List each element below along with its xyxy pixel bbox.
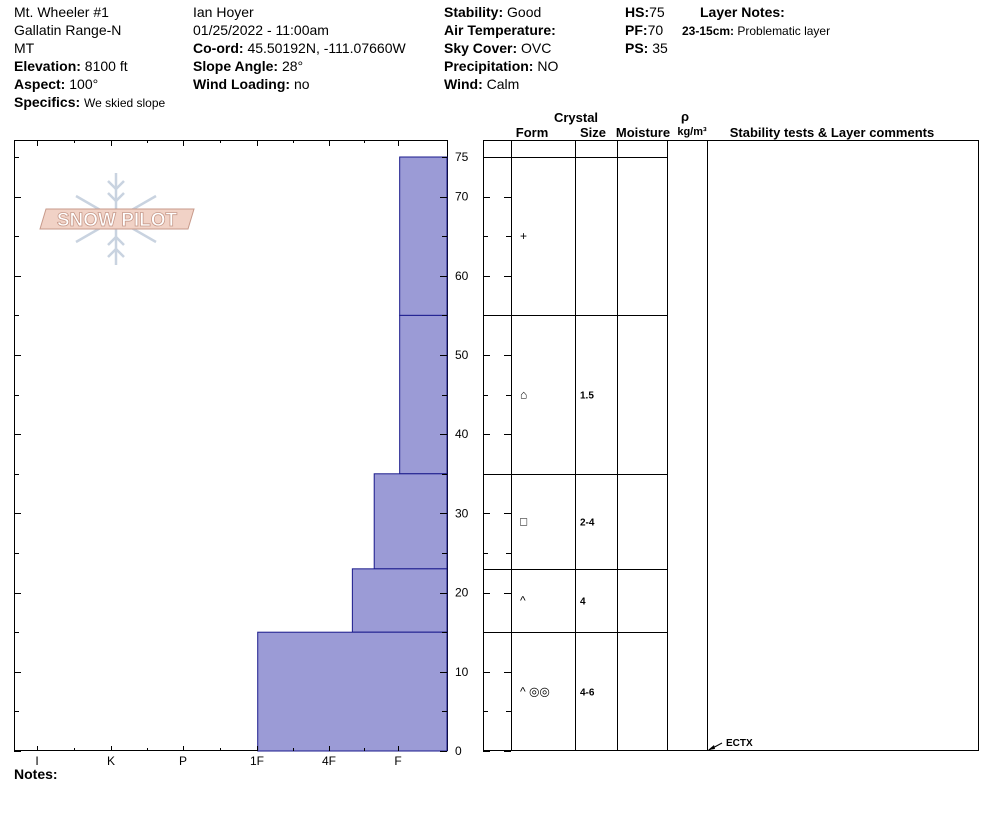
x-tick-label: P bbox=[179, 754, 187, 768]
sky-row: Sky Cover: OVC bbox=[444, 40, 551, 56]
y-axis: 0 10 20 30 40 50 60 70 75 bbox=[14, 150, 667, 758]
x-axis: I K P 1F 4F F bbox=[35, 140, 402, 768]
wind-loading-row: Wind Loading: no bbox=[193, 76, 310, 92]
layer-note-text: Problematic layer bbox=[737, 24, 831, 38]
coord-label: Co-ord: bbox=[193, 40, 244, 56]
hardness-layer-bar bbox=[351, 568, 448, 633]
header-form: Form bbox=[516, 125, 549, 140]
precip-value: NO bbox=[537, 58, 559, 74]
header-stability: Stability tests & Layer comments bbox=[730, 125, 934, 140]
sky-label: Sky Cover: bbox=[444, 40, 518, 56]
snowpilot-logo: SNOW PILOT bbox=[39, 208, 195, 231]
y-tick-label: 30 bbox=[455, 506, 469, 520]
stability-test-arrowhead bbox=[708, 745, 715, 750]
aspect-value: 100° bbox=[69, 76, 99, 92]
hardness-layer-bar bbox=[257, 631, 448, 752]
pf-label: PF: bbox=[625, 22, 648, 38]
hardness-layer-bar bbox=[373, 473, 448, 570]
x-tick-label: F bbox=[394, 754, 401, 768]
specifics-label: Specifics: bbox=[14, 94, 81, 110]
sky-value: OVC bbox=[521, 40, 552, 56]
stability-row: Stability: Good bbox=[444, 4, 541, 20]
y-tick-label: 20 bbox=[455, 586, 469, 600]
aspect-label: Aspect: bbox=[14, 76, 66, 92]
crystal-form: □ bbox=[520, 514, 527, 528]
datetime: 01/25/2022 - 11:00am bbox=[193, 22, 329, 38]
crystal-form: ⌂ bbox=[520, 388, 527, 402]
y-tick-label: 75 bbox=[455, 150, 469, 164]
air-temp-row: Air Temperature: bbox=[444, 22, 556, 38]
layers-group bbox=[257, 156, 448, 752]
pf-value: 70 bbox=[647, 22, 664, 38]
slope-row: Slope Angle: 28° bbox=[193, 58, 303, 74]
range-name: Gallatin Range-N bbox=[14, 22, 122, 38]
crystal-size: 2-4 bbox=[580, 517, 595, 528]
crystal-form: ^ ◎◎ bbox=[520, 685, 550, 699]
elevation-row: Elevation: 8100 ft bbox=[14, 58, 128, 74]
hardness-plot-frame bbox=[14, 140, 448, 751]
coord-value: 45.50192N, -111.07660W bbox=[247, 40, 406, 56]
crystal-form: + bbox=[520, 229, 527, 243]
layer-notes-label: Layer Notes: bbox=[700, 4, 785, 20]
site-name: Mt. Wheeler #1 bbox=[14, 4, 109, 20]
y-tick-label: 10 bbox=[455, 665, 469, 679]
header-rho: ρ bbox=[681, 109, 689, 124]
crystal-size: 1.5 bbox=[580, 391, 594, 402]
precip-row: Precipitation: NO bbox=[444, 58, 558, 74]
coord-row: Co-ord: 45.50192N, -111.07660W bbox=[193, 40, 406, 56]
crystal-size: 4 bbox=[580, 597, 586, 608]
layer-table bbox=[483, 140, 979, 751]
hardness-layer-bar bbox=[399, 314, 448, 475]
stability-value: Good bbox=[507, 4, 542, 20]
y-tick-label: 0 bbox=[455, 744, 462, 758]
notes-label: Notes: bbox=[14, 766, 58, 782]
y-tick-label: 50 bbox=[455, 348, 469, 362]
specifics-row: Specifics: We skied slope bbox=[14, 94, 165, 111]
slope-value: 28° bbox=[281, 58, 304, 74]
hs-label: HS: bbox=[625, 4, 650, 20]
header-moisture: Moisture bbox=[616, 125, 670, 140]
layer-note-range: 23-15cm: bbox=[682, 24, 735, 38]
specifics-value: We skied slope bbox=[84, 96, 166, 110]
header-density-unit: kg/m³ bbox=[677, 126, 707, 138]
crystal-form: ^ bbox=[520, 594, 526, 608]
wind-row: Wind: Calm bbox=[444, 76, 519, 92]
x-tick-label: K bbox=[107, 754, 115, 768]
ps-row: PS: 35 bbox=[625, 40, 668, 56]
table-rows: + ⌂ 1.5 □ 2-4 ^ 4 ^ ◎◎ 4-6 ECTX bbox=[483, 229, 753, 751]
ps-value: 35 bbox=[652, 40, 668, 56]
slope-label: Slope Angle: bbox=[193, 58, 279, 74]
table-frame bbox=[483, 140, 979, 751]
header-size: Size bbox=[580, 125, 606, 140]
y-tick-label: 70 bbox=[455, 190, 469, 204]
hs-value: 75 bbox=[649, 4, 665, 20]
header-crystal: Crystal bbox=[554, 110, 598, 125]
y-tick-label: 40 bbox=[455, 427, 469, 441]
x-tick-label: 4F bbox=[322, 754, 336, 768]
wind-loading-value: no bbox=[293, 76, 310, 92]
hardness-layer-bar bbox=[399, 156, 448, 316]
stability-test-label: ECTX bbox=[726, 738, 753, 749]
elevation-label: Elevation: bbox=[14, 58, 81, 74]
snowpilot-logo-text: SNOW PILOT bbox=[57, 210, 178, 231]
observer: Ian Hoyer bbox=[193, 4, 254, 20]
layer-note-row: 23-15cm: Problematic layer bbox=[682, 23, 830, 39]
elevation-value: 8100 ft bbox=[84, 58, 128, 74]
precip-label: Precipitation: bbox=[444, 58, 534, 74]
x-tick-label: 1F bbox=[250, 754, 264, 768]
state: MT bbox=[14, 40, 35, 56]
wind-value: Calm bbox=[486, 76, 520, 92]
x-tick-label: I bbox=[35, 754, 38, 768]
wind-loading-label: Wind Loading: bbox=[193, 76, 291, 92]
stability-label: Stability: bbox=[444, 4, 504, 20]
crystal-size: 4-6 bbox=[580, 688, 595, 699]
hs-row: HS:75 bbox=[625, 4, 665, 20]
wind-label: Wind: bbox=[444, 76, 483, 92]
aspect-row: Aspect: 100° bbox=[14, 76, 98, 92]
air-temp-label: Air Temperature: bbox=[444, 22, 556, 38]
pf-row: PF:70 bbox=[625, 22, 663, 38]
ps-label: PS: bbox=[625, 40, 649, 56]
y-tick-label: 60 bbox=[455, 269, 469, 283]
